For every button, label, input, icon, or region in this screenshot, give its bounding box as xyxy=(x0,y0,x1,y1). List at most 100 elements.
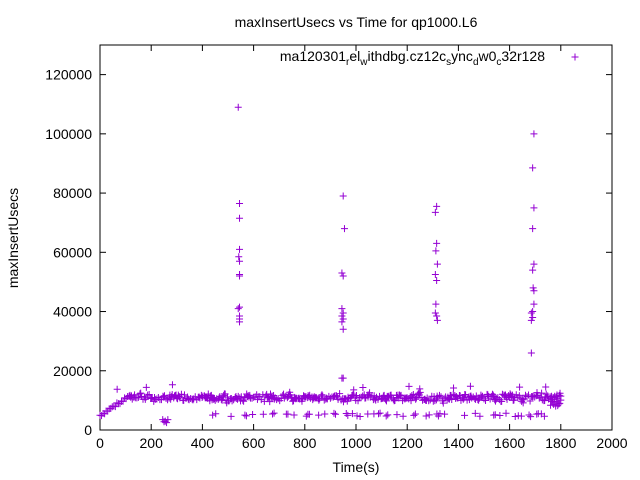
spike-point xyxy=(236,303,244,311)
baseline-point xyxy=(240,397,248,405)
spike-point xyxy=(339,192,347,200)
spike-point xyxy=(432,300,440,308)
x-tick-label: 1200 xyxy=(392,435,423,451)
baseline-point xyxy=(134,393,142,401)
baseline-point xyxy=(468,394,476,402)
x-tick-label: 600 xyxy=(242,435,266,451)
y-tick-label: 80000 xyxy=(53,185,92,201)
y-tick-label: 100000 xyxy=(45,126,92,142)
baseline-low-point xyxy=(422,412,430,420)
spike-point xyxy=(431,271,439,279)
baseline-low-point xyxy=(376,409,384,417)
baseline-point xyxy=(316,395,324,403)
spike-point xyxy=(431,309,439,317)
baseline-point xyxy=(351,392,359,400)
spike-point xyxy=(338,318,346,326)
baseline-point xyxy=(448,395,456,403)
spike-point xyxy=(339,315,347,323)
baseline-point xyxy=(128,395,136,403)
baseline-low-point xyxy=(461,411,469,419)
baseline-point xyxy=(354,397,362,405)
x-axis-title: Time(s) xyxy=(333,459,380,475)
baseline-point xyxy=(153,395,161,403)
baseline-low-point xyxy=(302,412,310,420)
spike-point xyxy=(339,325,347,333)
baseline-low-point xyxy=(321,410,329,418)
spike-point xyxy=(529,308,537,316)
x-tick-label: 1400 xyxy=(443,435,474,451)
baseline-point xyxy=(223,393,231,401)
baseline-low-point xyxy=(399,412,407,420)
spike-point xyxy=(530,260,538,268)
baseline-low-point xyxy=(315,411,323,419)
baseline-point xyxy=(510,396,518,404)
baseline-high-point xyxy=(405,382,413,390)
baseline-point xyxy=(512,391,520,399)
baseline-high-point xyxy=(516,383,524,391)
baseline-point xyxy=(429,397,437,405)
baseline-low-point xyxy=(290,411,298,419)
baseline-low-point xyxy=(441,410,449,418)
baseline-high-point xyxy=(416,385,424,393)
outlier-point xyxy=(164,416,172,424)
baseline-point xyxy=(273,396,281,404)
spike-point xyxy=(236,272,244,280)
spike-point xyxy=(529,164,537,172)
baseline-point xyxy=(145,390,153,398)
spike-point xyxy=(431,208,439,216)
spike-point xyxy=(236,245,244,253)
baseline-low-point xyxy=(249,410,257,418)
x-tick-label: 1800 xyxy=(545,435,576,451)
spike-point xyxy=(433,239,441,247)
baseline-point xyxy=(531,393,539,401)
baseline-point xyxy=(519,399,527,407)
x-tick-label: 1000 xyxy=(340,435,371,451)
baseline-low-point xyxy=(353,412,361,420)
spike-point xyxy=(529,284,537,292)
baseline-point xyxy=(164,396,172,404)
baseline-point xyxy=(459,395,467,403)
baseline-point xyxy=(257,396,265,404)
spike-point xyxy=(236,318,244,326)
baseline-low-point xyxy=(476,412,484,420)
baseline-high-point xyxy=(466,382,474,390)
baseline-low-point xyxy=(511,413,519,421)
baseline-point xyxy=(440,394,448,402)
baseline-point xyxy=(334,395,342,403)
baseline-high-point xyxy=(168,381,176,389)
baseline-point xyxy=(525,391,533,399)
baseline-point xyxy=(518,396,526,404)
baseline-point xyxy=(113,399,121,407)
baseline-high-point xyxy=(142,383,150,391)
baseline-point xyxy=(480,395,488,403)
baseline-point xyxy=(319,392,327,400)
x-tick-label: 1600 xyxy=(494,435,525,451)
baseline-point xyxy=(144,391,152,399)
y-tick-label: 120000 xyxy=(45,67,92,83)
baseline-low-point xyxy=(284,410,292,418)
spike-point xyxy=(530,287,538,295)
baseline-low-point xyxy=(491,411,499,419)
spike-point xyxy=(432,247,440,255)
tail-point xyxy=(547,401,555,409)
baseline-point xyxy=(425,397,433,405)
baseline-high-point xyxy=(350,386,358,394)
baseline-point xyxy=(371,395,379,403)
spike-point xyxy=(236,199,244,207)
baseline-low-point xyxy=(259,410,267,418)
baseline-point xyxy=(489,391,497,399)
chart-title: maxInsertUsecs vs Time for qp1000.L6 xyxy=(235,14,478,30)
baseline-high-point xyxy=(450,384,458,392)
spike-point xyxy=(338,312,346,320)
data-points xyxy=(96,103,565,427)
spike-point xyxy=(338,269,346,277)
spike-point xyxy=(236,214,244,222)
baseline-low-point xyxy=(212,410,220,418)
spike-point xyxy=(527,309,535,317)
spike-point xyxy=(234,103,242,111)
baseline-low-point xyxy=(356,413,364,421)
baseline-low-point xyxy=(375,410,383,418)
baseline-low-point xyxy=(305,410,313,418)
legend: ma120301relwithdbg.cz12csyncdw0c32r128 xyxy=(280,48,579,68)
baseline-point xyxy=(248,394,256,402)
